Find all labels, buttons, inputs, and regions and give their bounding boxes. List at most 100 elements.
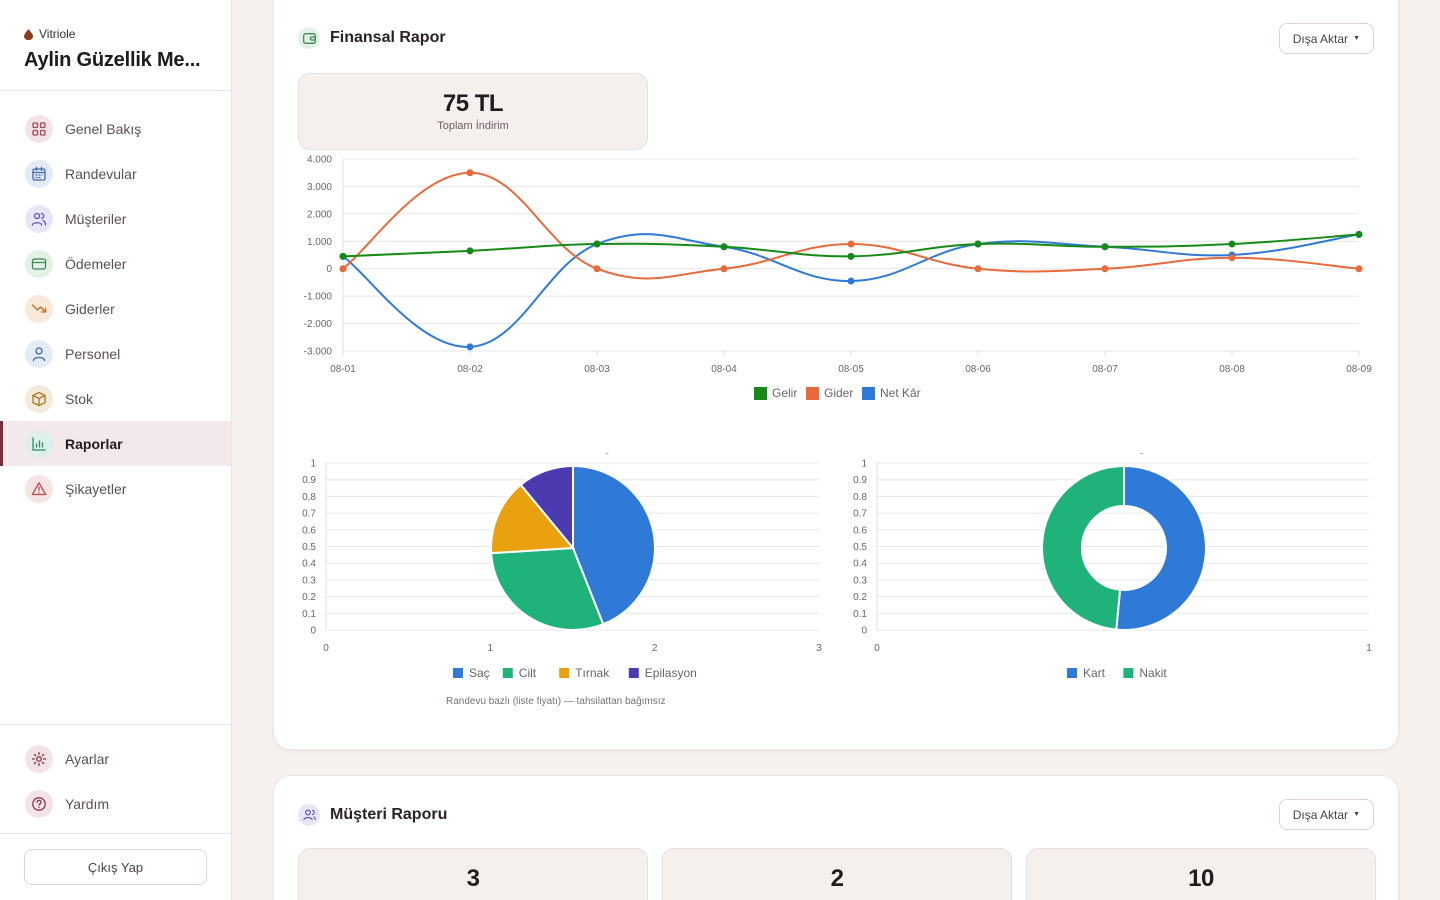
sidebar-item-alert[interactable]: Şikayetler xyxy=(0,466,231,511)
sidebar: Vitriole Aylin Güzellik Me... Genel Bakı… xyxy=(0,0,232,900)
legend-swatch xyxy=(1067,668,1077,678)
legend-label: Epilasyon xyxy=(645,666,697,680)
y-tick-label: 0.5 xyxy=(302,542,316,553)
customer-stat-value: 10 xyxy=(1188,865,1214,892)
customer-stat-2: 2 xyxy=(662,848,1012,900)
total-discount-stat: 75 TL Toplam İndirim xyxy=(298,73,648,150)
y-tick-label: 0.1 xyxy=(302,609,316,620)
x-tick-label: 08-05 xyxy=(838,364,864,375)
pie-slice-epilasyon xyxy=(519,464,574,551)
business-name: Aylin Güzellik Me... xyxy=(24,49,201,71)
x-tick-label: 08-07 xyxy=(1092,364,1118,375)
y-tick-label: 0.8 xyxy=(302,492,316,503)
y-tick-label: 0.5 xyxy=(853,542,867,553)
customer-stat-3: 10 xyxy=(1026,848,1376,900)
y-tick-label: -2.000 xyxy=(304,319,333,330)
export-label: Dışa Aktar xyxy=(1292,31,1349,46)
x-tick-label: 08-01 xyxy=(330,364,356,375)
sidebar-item-grid[interactable]: Genel Bakış xyxy=(0,106,231,151)
caret-down-icon: ▼ xyxy=(1353,811,1360,818)
legend-label: Saç xyxy=(469,666,490,680)
sidebar-item-gear[interactable]: Ayarlar xyxy=(0,736,231,781)
sidebar-item-label: Randevular xyxy=(65,165,137,182)
data-point xyxy=(974,265,982,273)
y-tick-label: -3.000 xyxy=(304,347,333,358)
pie-slice-kart xyxy=(1115,464,1207,631)
logout-button[interactable]: Çıkış Yap xyxy=(24,849,207,885)
data-point xyxy=(466,343,474,351)
sidebar-item-label: Ayarlar xyxy=(65,750,110,767)
data-point xyxy=(1228,240,1236,248)
secondary-nav: Ayarlar Yardım xyxy=(0,724,231,826)
calendar-icon xyxy=(25,159,53,188)
y-tick-label: 0.7 xyxy=(302,509,316,520)
data-point xyxy=(974,240,982,248)
y-tick-label: 1 xyxy=(861,459,867,470)
y-tick-label: -1.000 xyxy=(304,292,333,303)
x-tick-label: 1 xyxy=(1366,643,1372,654)
data-point xyxy=(847,277,855,285)
data-point xyxy=(339,265,347,273)
x-tick-label: 08-02 xyxy=(457,364,483,375)
legend-swatch xyxy=(453,668,463,678)
customer-stat-value: 2 xyxy=(830,865,844,892)
legend-swatch xyxy=(628,668,639,678)
finance-report-card: Finansal Rapor Dışa Aktar ▼ 75 TL Toplam… xyxy=(273,0,1399,750)
data-point xyxy=(1228,254,1236,262)
y-tick-label: 0 xyxy=(326,264,332,275)
trend-down-icon xyxy=(25,294,53,323)
x-tick-label: 08-04 xyxy=(711,364,737,375)
sidebar-item-help[interactable]: Yardım xyxy=(0,781,231,826)
customer-report-title: Müşteri Raporu xyxy=(330,806,448,823)
data-point xyxy=(720,243,728,251)
customer-report-card: Müşteri Raporu Dışa Aktar ▼ 3 2 10 xyxy=(273,775,1399,900)
finance-export-button[interactable]: Dışa Aktar ▼ xyxy=(1278,23,1374,54)
service-revenue-pie-chart: Hizmet Bazlı Ciro Dağılımı 1 0.9 0.8 0.7 0.6 0… xyxy=(302,453,822,680)
sidebar-item-wallet[interactable]: Ödemeler xyxy=(0,241,231,286)
total-discount-label: Toplam İndirim xyxy=(437,120,509,132)
sidebar-item-box[interactable]: Stok xyxy=(0,376,231,421)
y-tick-label: 0.1 xyxy=(853,609,867,620)
y-tick-label: 0.2 xyxy=(302,592,316,603)
data-point xyxy=(1101,265,1109,273)
financial-line-chart: 4.000 3.000 2.000 1.000 0 -1.000 -2.000 -3.000 0… xyxy=(304,155,1372,400)
series-line-net-kâr xyxy=(342,233,1360,348)
sidebar-item-calendar[interactable]: Randevular xyxy=(0,151,231,196)
sidebar-item-label: Stok xyxy=(65,390,94,407)
sidebar-item-user[interactable]: Personel xyxy=(0,331,231,376)
sidebar-item-trend-down[interactable]: Giderler xyxy=(0,286,231,331)
sidebar-item-label: Giderler xyxy=(65,300,115,317)
y-tick-label: 0.3 xyxy=(302,575,316,586)
sidebar-item-label: Yardım xyxy=(65,795,110,812)
legend-swatch xyxy=(754,387,767,400)
series-line-gider xyxy=(342,171,1360,280)
pie-slice-nakit xyxy=(1041,464,1125,631)
x-tick-label: 0 xyxy=(874,643,880,654)
pie-slice-cilt xyxy=(490,546,605,631)
payment-method-donut-chart: Nakit / Kart Dağılımı 1 0.9 0.8 0.7 0.6 0.5 0.4… xyxy=(853,453,1372,680)
sidebar-item-bar-chart[interactable]: Raporlar xyxy=(0,421,231,466)
sidebar-item-label: Müşteriler xyxy=(65,210,127,227)
box-icon xyxy=(25,384,53,413)
x-tick-label: 08-08 xyxy=(1219,364,1245,375)
legend-swatch xyxy=(1123,668,1134,678)
data-point xyxy=(593,240,601,248)
y-tick-label: 0.6 xyxy=(853,525,867,536)
sidebar-item-users[interactable]: Müşteriler xyxy=(0,196,231,241)
y-tick-label: 0.9 xyxy=(853,475,867,486)
gear-icon xyxy=(25,744,53,773)
help-icon xyxy=(25,789,53,818)
y-tick-label: 1 xyxy=(310,459,316,470)
x-tick-label: 08-03 xyxy=(584,364,610,375)
data-point xyxy=(847,252,855,260)
pie-chart-title: Nakit / Kart Dağılımı xyxy=(1056,453,1169,454)
bar-chart-icon xyxy=(25,429,53,458)
grid-icon xyxy=(25,114,53,143)
drop-icon xyxy=(24,28,33,40)
users-icon xyxy=(25,204,53,233)
pie-footnote: Randevu bazlı (liste fiyatı) — tahsilatt… xyxy=(446,696,666,707)
y-tick-label: 0.4 xyxy=(853,559,867,570)
x-tick-label: 08-09 xyxy=(1346,364,1372,375)
data-point xyxy=(593,265,601,273)
customer-export-button[interactable]: Dışa Aktar ▼ xyxy=(1278,799,1374,830)
